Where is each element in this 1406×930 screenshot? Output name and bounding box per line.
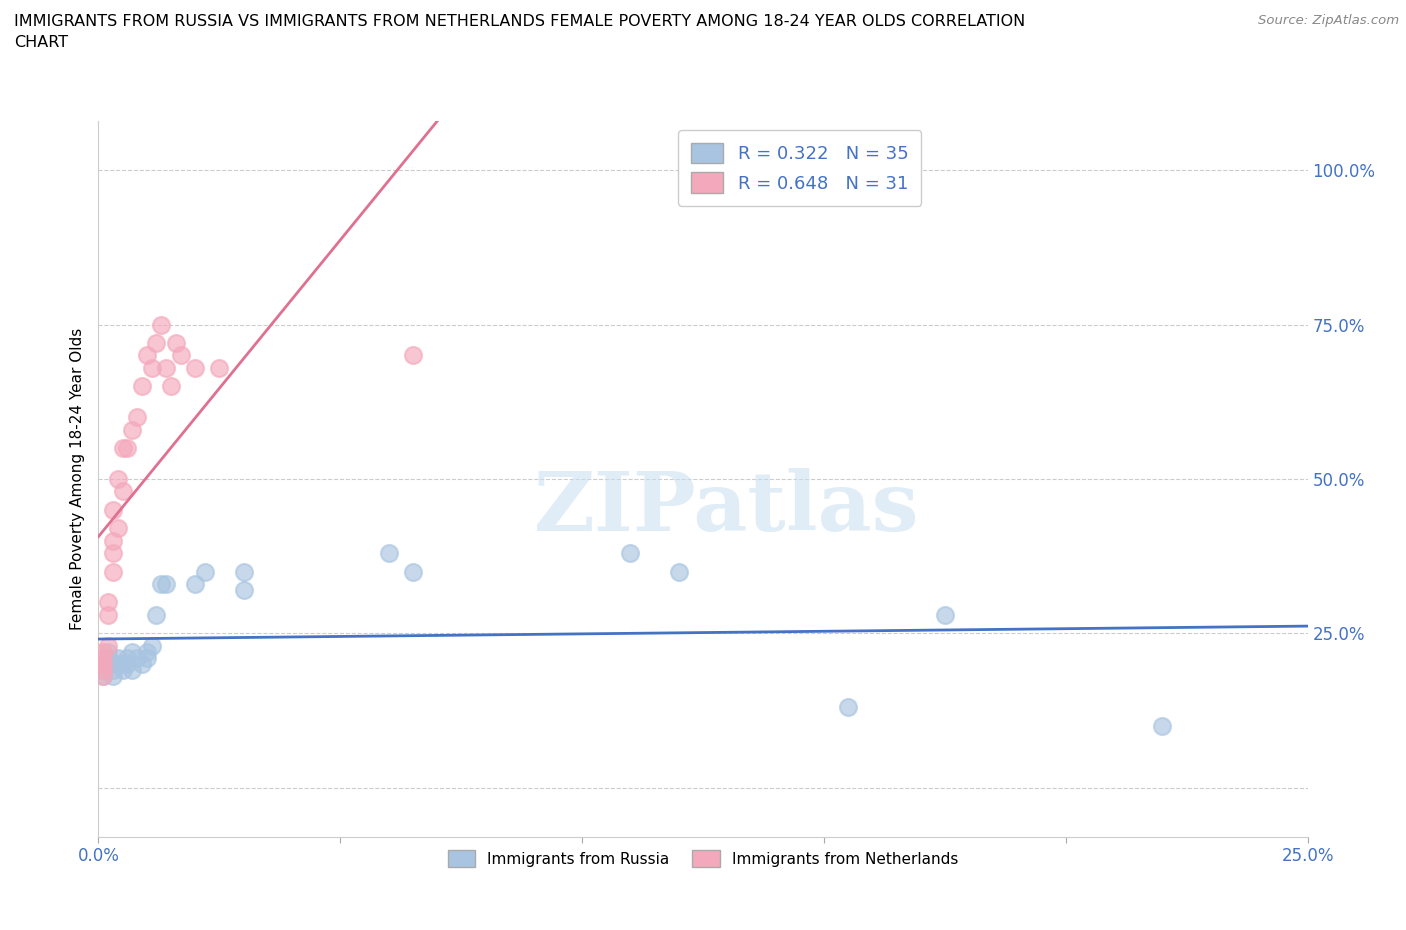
Point [101, 546, 124, 561]
Point [135, 644, 157, 659]
Legend: Immigrants from Russia, Immigrants from Netherlands: Immigrants from Russia, Immigrants from … [436, 837, 970, 880]
Point [97, 657, 120, 671]
Point [150, 577, 173, 591]
Point [111, 657, 134, 671]
Point [107, 521, 129, 536]
Point [101, 663, 124, 678]
Point [160, 379, 183, 393]
Point [402, 348, 425, 363]
Point [101, 565, 124, 579]
Point [150, 317, 173, 332]
Point [377, 546, 399, 561]
Point [619, 546, 641, 561]
Point [145, 336, 167, 351]
Point [402, 565, 425, 579]
Point [111, 663, 134, 678]
Point [837, 700, 859, 715]
Point [121, 644, 143, 659]
Point [91, 657, 114, 671]
Point [194, 565, 217, 579]
Point [131, 657, 153, 671]
Point [165, 336, 187, 351]
Point [97, 607, 120, 622]
Point [97, 651, 120, 666]
Point [131, 379, 153, 393]
Point [101, 533, 124, 548]
Point [91, 663, 114, 678]
Point [101, 502, 124, 517]
Point [111, 484, 134, 498]
Point [145, 607, 167, 622]
Point [111, 441, 134, 456]
Point [155, 361, 177, 376]
Point [127, 651, 149, 666]
Point [107, 651, 129, 666]
Point [91, 657, 114, 671]
Point [117, 657, 139, 671]
Point [135, 651, 157, 666]
Point [97, 644, 120, 659]
Point [121, 663, 143, 678]
Point [184, 361, 207, 376]
Point [169, 348, 191, 363]
Point [117, 441, 139, 456]
Point [141, 638, 163, 653]
Point [127, 410, 149, 425]
Text: IMMIGRANTS FROM RUSSIA VS IMMIGRANTS FROM NETHERLANDS FEMALE POVERTY AMONG 18-24: IMMIGRANTS FROM RUSSIA VS IMMIGRANTS FRO… [14, 14, 1025, 50]
Point [135, 348, 157, 363]
Point [91, 644, 114, 659]
Point [117, 651, 139, 666]
Point [91, 669, 114, 684]
Text: ZIPatlas: ZIPatlas [534, 468, 920, 548]
Point [232, 582, 254, 597]
Point [232, 565, 254, 579]
Text: Source: ZipAtlas.com: Source: ZipAtlas.com [1258, 14, 1399, 27]
Point [101, 669, 124, 684]
Point [934, 607, 956, 622]
Point [91, 651, 114, 666]
Point [1152, 719, 1174, 734]
Point [91, 663, 114, 678]
Point [155, 577, 177, 591]
Point [208, 361, 231, 376]
Point [91, 669, 114, 684]
Y-axis label: Female Poverty Among 18-24 Year Olds: Female Poverty Among 18-24 Year Olds [69, 328, 84, 631]
Point [184, 577, 207, 591]
Point [141, 361, 163, 376]
Point [668, 565, 690, 579]
Point [97, 638, 120, 653]
Point [107, 657, 129, 671]
Point [97, 595, 120, 610]
Point [121, 422, 143, 437]
Point [107, 472, 129, 486]
